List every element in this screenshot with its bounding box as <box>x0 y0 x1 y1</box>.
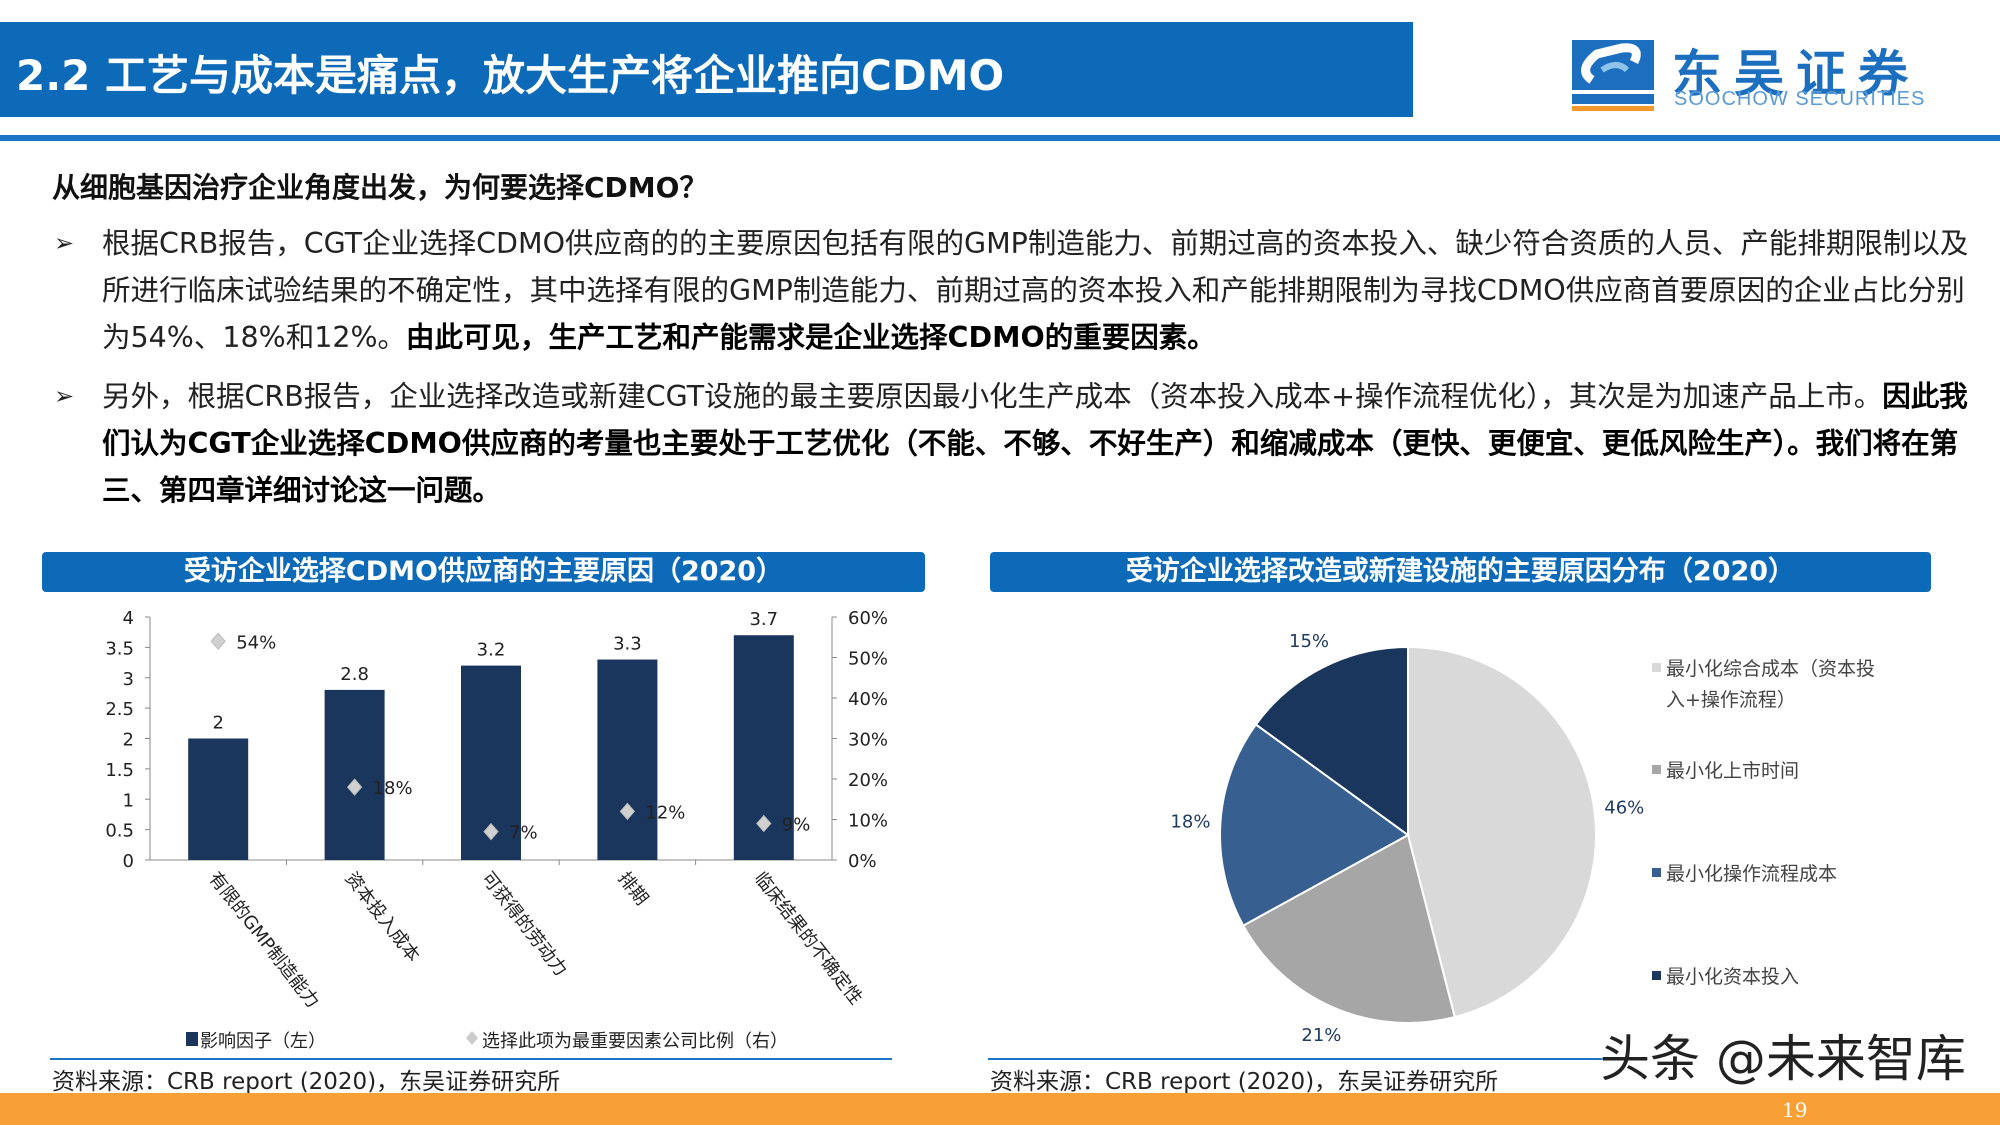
bar-value-label: 3.2 <box>477 640 506 661</box>
bar-value-label: 3.3 <box>613 634 642 655</box>
bullet-paragraph-1: ➢ 根据CRB报告，CGT企业选择CDMO供应商的的主要原因包括有限的GMP制造… <box>54 220 1972 361</box>
legend-marker-swatch <box>466 1031 478 1045</box>
logo-cn-text: 东吴证券 <box>1672 45 1920 103</box>
pie-chart-title: 受访企业选择改造或新建设施的主要原因分布（2020） <box>990 552 1931 592</box>
legend-label: 最小化操作流程成本 <box>1666 863 1837 885</box>
y2-tick-label: 30% <box>848 730 888 751</box>
pie-chart-source: 资料来源：CRB report (2020)，东吴证券研究所 <box>990 1069 1499 1095</box>
source-rule <box>50 1058 892 1060</box>
pie-slice <box>1219 723 1410 927</box>
page-title: 2.2 工艺与成本是痛点，放大生产将企业推向CDMO <box>16 51 1005 100</box>
arrow-bullet-icon: ➢ <box>54 229 75 257</box>
y2-tick-label: 60% <box>848 608 888 629</box>
legend-swatch <box>1652 971 1661 980</box>
bar-chart: 00.511.522.533.540%10%20%30%40%50%60%254… <box>105 608 888 1052</box>
pie-slice <box>1254 645 1409 837</box>
percent-marker <box>210 632 226 651</box>
y2-tick-label: 0% <box>848 851 877 872</box>
percent-label: 18% <box>373 778 413 799</box>
percent-label: 9% <box>782 815 811 836</box>
legend-marker-label: 选择此项为最重要因素公司比例（右） <box>482 1031 788 1052</box>
legend-label: 最小化资本投入 <box>1666 966 1799 988</box>
percent-label: 12% <box>645 802 685 823</box>
category-label: 资本投入成本 <box>341 868 424 966</box>
pie-chart: 46% 最小化综合成本（资本投入+操作流程） 21% 最小化上市时间 18% 最小化操作流… <box>1170 631 1875 1045</box>
percent-marker <box>346 778 363 796</box>
bullet-list: ➢ 根据CRB报告，CGT企业选择CDMO供应商的的主要原因包括有限的GMP制造… <box>54 220 1972 526</box>
arrow-bullet-icon: ➢ <box>54 382 75 410</box>
pie-slice <box>1241 833 1456 1024</box>
category-label: 有限的GMP制造能力 <box>204 868 323 1012</box>
category-label: 临床结果的不确定性 <box>750 868 866 1009</box>
scs-logo-icon <box>1572 40 1654 111</box>
legend-swatch <box>1652 868 1661 877</box>
bar-value-label: 2 <box>212 713 223 734</box>
legend-bar-label: 影响因子（左） <box>200 1031 326 1052</box>
legend-label: 最小化综合成本（资本投 <box>1666 658 1875 680</box>
legend-bar-swatch <box>186 1032 198 1046</box>
y-tick-label: 3 <box>123 669 134 690</box>
percent-marker <box>756 814 772 833</box>
section-question: 从细胞基因治疗企业角度出发，为何要选择CDMO？ <box>52 171 708 204</box>
percent-label: 7% <box>509 823 538 844</box>
bullet-2-text: 另外，根据CRB报告，企业选择改造或新建CGT设施的最主要原因最小化生产成本（资… <box>102 380 1883 413</box>
legend-swatch <box>1652 663 1661 672</box>
y2-tick-label: 50% <box>848 649 888 670</box>
y2-tick-label: 40% <box>848 689 888 710</box>
bar-value-label: 2.8 <box>340 664 369 685</box>
bar-chart-source: 资料来源：CRB report (2020)，东吴证券研究所 <box>52 1069 561 1095</box>
soochow-logo: 东吴证券 SOOCHOW SECURITIES <box>1572 40 1972 115</box>
y-tick-label: 2 <box>123 730 134 751</box>
bullet-1-bold: 由此可见，生产工艺和产能需求是企业选择CDMO的重要因素。 <box>406 321 1216 354</box>
source-rule <box>988 1058 1608 1060</box>
slice-label: 15% <box>1289 631 1329 652</box>
footer-bar <box>0 1093 2000 1125</box>
header-divider <box>0 135 2000 141</box>
y-tick-label: 4 <box>123 608 134 629</box>
y-tick-label: 3.5 <box>105 638 134 659</box>
bullet-2-bold: 因此我们认为CGT企业选择CDMO供应商的考量也主要处于工艺优化（不能、不够、不… <box>102 380 1968 507</box>
legend-label: 最小化上市时间 <box>1666 760 1799 782</box>
y-tick-label: 1 <box>123 790 134 811</box>
bullet-1-text: 根据CRB报告，CGT企业选择CDMO供应商的的主要原因包括有限的GMP制造能力… <box>102 227 1969 354</box>
page-number: 19 <box>1782 1098 1808 1122</box>
legend-swatch <box>1652 765 1661 774</box>
y-tick-label: 1.5 <box>105 760 134 781</box>
y2-tick-label: 20% <box>848 770 888 791</box>
percent-marker <box>619 802 636 821</box>
y2-tick-label: 10% <box>848 811 888 832</box>
header-bar: 2.2 工艺与成本是痛点，放大生产将企业推向CDMO <box>0 22 1413 117</box>
bar <box>597 659 658 860</box>
category-label: 可获得的劳动力 <box>477 868 571 980</box>
percent-label: 54% <box>236 632 276 653</box>
slice-label: 46% <box>1604 798 1644 819</box>
logo-en-text: SOOCHOW SECURITIES <box>1674 88 1926 110</box>
percent-marker <box>483 822 499 841</box>
watermark: 头条 @未来智库 <box>1600 1030 1966 1088</box>
slice-label: 21% <box>1301 1025 1341 1045</box>
bar-chart-title: 受访企业选择CDMO供应商的主要原因（2020） <box>42 552 925 592</box>
bar <box>188 738 249 860</box>
y-tick-label: 2.5 <box>105 699 134 720</box>
y-tick-label: 0.5 <box>105 821 134 842</box>
bullet-paragraph-2: ➢ 另外，根据CRB报告，企业选择改造或新建CGT设施的最主要原因最小化生产成本… <box>54 373 1972 514</box>
pie-slice <box>1407 645 1597 1019</box>
slice-label: 18% <box>1170 811 1210 832</box>
y-tick-label: 0 <box>123 851 134 872</box>
category-label: 排期 <box>613 868 652 909</box>
bar <box>324 689 385 860</box>
legend-label: 入+操作流程） <box>1666 689 1796 711</box>
bar-value-label: 3.7 <box>749 609 778 630</box>
